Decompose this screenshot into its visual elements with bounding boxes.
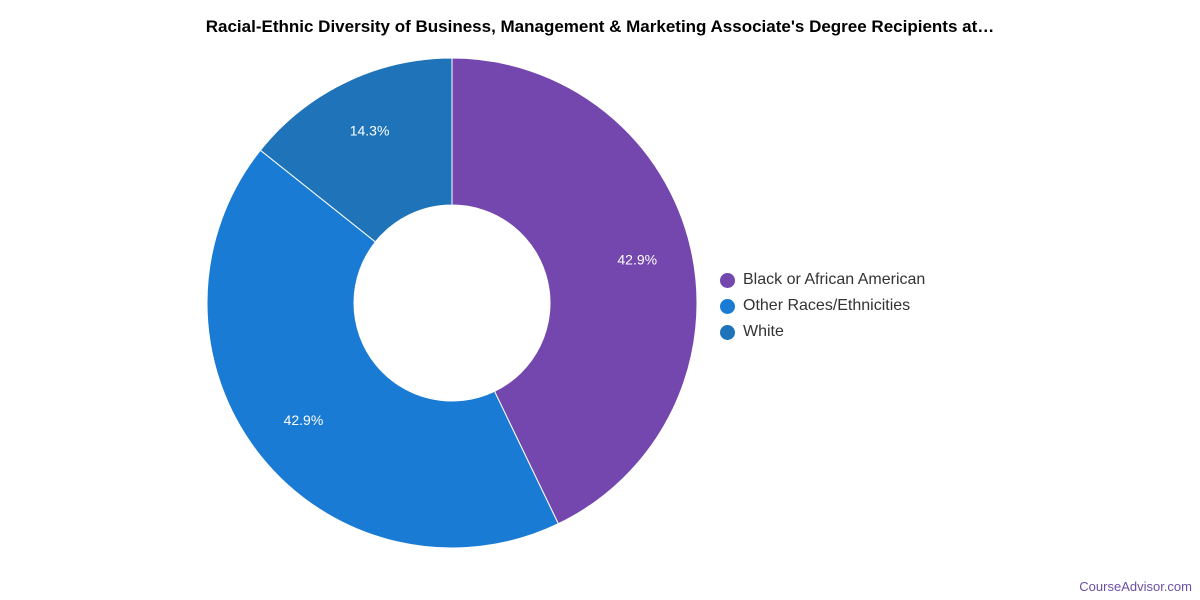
- pie-slice-0: [451, 57, 698, 525]
- legend-label: Other Races/Ethnicities: [743, 297, 911, 314]
- legend-item-0: Black or African American: [720, 267, 925, 293]
- legend-item-2: White: [720, 319, 925, 345]
- chart-legend: Black or African American Other Races/Eth…: [720, 267, 925, 345]
- slice-label-0: 42.9%: [617, 251, 657, 267]
- legend-label: Black or African American: [743, 271, 926, 288]
- watermark: CourseAdvisor.com: [1079, 579, 1192, 594]
- slice-label-1: 42.9%: [284, 412, 324, 428]
- legend-item-1: Other Races/Ethnicities: [720, 293, 925, 319]
- pie-slice-2: [259, 57, 453, 243]
- legend-swatch-icon: [720, 324, 735, 340]
- chart-title: Racial-Ethnic Diversity of Business, Man…: [205, 17, 995, 36]
- slice-label-2: 14.3%: [350, 123, 390, 139]
- pie-slice-1: [206, 149, 559, 549]
- legend-swatch-icon: [720, 272, 735, 288]
- legend-swatch-icon: [720, 298, 735, 314]
- legend-label: White: [743, 323, 784, 340]
